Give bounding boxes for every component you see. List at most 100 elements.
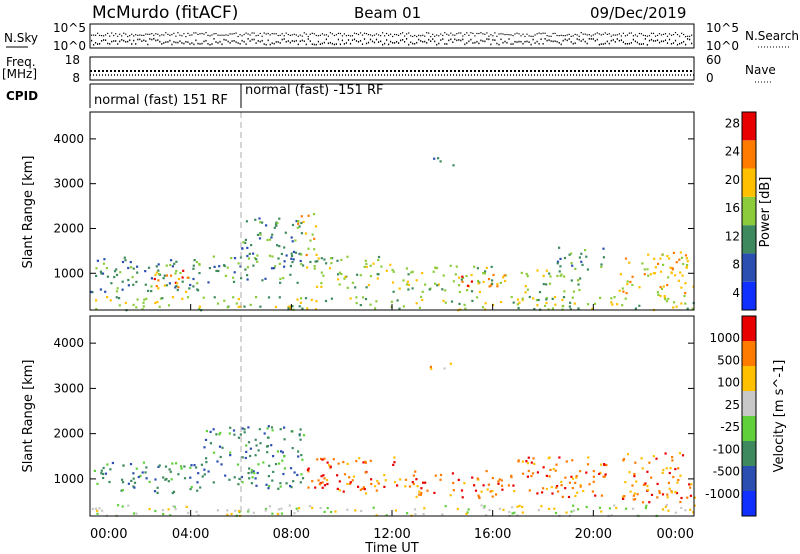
- heatmap-cell: [157, 269, 160, 272]
- heatmap-cell: [278, 217, 281, 220]
- heatmap-cell: [398, 307, 401, 310]
- heatmap-cell: [476, 267, 479, 270]
- heatmap-cell: [185, 505, 188, 508]
- noise-sample: [141, 40, 143, 42]
- heatmap-cell: [516, 505, 519, 508]
- heatmap-cell: [650, 476, 653, 479]
- heatmap-cell: [212, 481, 215, 484]
- noise-sample: [382, 32, 384, 34]
- heatmap-cell: [95, 267, 98, 270]
- x-tick-label: 04:00: [172, 527, 209, 542]
- heatmap-cell: [454, 273, 457, 276]
- heatmap-cell: [476, 477, 479, 480]
- heatmap-cell: [279, 482, 282, 485]
- heatmap-cell: [96, 259, 99, 262]
- heatmap-cell: [351, 479, 354, 482]
- heatmap-cell: [626, 283, 629, 286]
- heatmap-cell: [320, 457, 323, 460]
- heatmap-cell: [550, 486, 553, 489]
- noise-sample: [498, 43, 500, 46]
- noise-sample: [438, 35, 440, 37]
- noise-sample: [608, 33, 610, 35]
- heatmap-cell: [102, 262, 105, 265]
- heatmap-cell: [521, 297, 524, 300]
- noise-sample: [526, 40, 528, 43]
- heatmap-cell: [175, 260, 178, 263]
- heatmap-cell: [686, 307, 689, 310]
- heatmap-cell: [551, 297, 554, 300]
- heatmap-cell: [584, 249, 587, 252]
- heatmap-cell: [656, 496, 659, 499]
- heatmap-cell: [602, 256, 605, 259]
- heatmap-cell: [559, 274, 562, 277]
- noise-sample: [175, 41, 177, 44]
- heatmap-cell: [150, 277, 153, 280]
- noise-sample: [646, 44, 648, 46]
- heatmap-cell: [323, 477, 326, 480]
- heatmap-cell: [313, 248, 316, 251]
- heatmap-cell: [285, 254, 288, 257]
- noise-sample: [235, 32, 237, 34]
- heatmap-cell: [196, 282, 199, 285]
- heatmap-cell: [563, 256, 567, 260]
- heatmap-cell: [570, 252, 573, 255]
- noise-sample: [339, 43, 341, 46]
- noise-sample: [323, 34, 325, 36]
- heatmap-cell: [666, 496, 669, 499]
- heatmap-cell: [624, 257, 628, 260]
- heatmap-cell: [143, 298, 146, 301]
- heatmap-cell: [623, 495, 626, 498]
- heatmap-cell: [531, 472, 535, 475]
- noise-sample: [211, 34, 213, 36]
- noise-sample: [257, 40, 259, 42]
- heatmap-cell: [154, 509, 157, 513]
- heatmap-cell: [569, 308, 572, 311]
- heatmap-cell: [541, 491, 544, 494]
- heatmap-cell: [576, 279, 580, 282]
- heatmap-cell: [285, 482, 288, 485]
- noise-sample: [233, 33, 235, 35]
- heatmap-cell: [461, 275, 464, 278]
- noise-sample: [594, 33, 596, 35]
- heatmap-cell: [317, 479, 320, 482]
- noise-sample: [676, 43, 679, 46]
- noise-sample: [504, 34, 506, 36]
- heatmap-cell: [359, 488, 362, 491]
- heatmap-cell: [444, 505, 447, 508]
- noise-sample: [398, 42, 400, 44]
- heatmap-cell: [219, 455, 222, 459]
- heatmap-cell: [212, 451, 216, 454]
- noise-sample: [442, 38, 444, 40]
- heatmap-cell: [226, 266, 229, 269]
- heatmap-cell: [332, 458, 335, 461]
- noise-sample: [492, 39, 494, 41]
- heatmap-cell: [205, 457, 208, 460]
- heatmap-cell: [246, 266, 249, 269]
- heatmap-cell: [579, 470, 582, 473]
- heatmap-cell: [229, 454, 232, 457]
- heatmap-cell: [568, 481, 571, 484]
- heatmap-cell: [135, 467, 138, 470]
- heatmap-cell: [545, 301, 548, 305]
- heatmap-cell: [470, 273, 473, 277]
- heatmap-cell: [690, 483, 693, 486]
- heatmap-cell: [321, 458, 324, 461]
- heatmap-cell: [407, 283, 411, 286]
- noise-sample: [604, 42, 606, 45]
- heatmap-cell: [198, 305, 201, 308]
- noise-sample: [478, 42, 480, 45]
- heatmap-cell: [116, 287, 119, 290]
- heatmap-cell: [256, 260, 259, 263]
- heatmap-cell: [290, 236, 293, 239]
- heatmap-cell: [407, 288, 410, 291]
- heatmap-cell: [554, 511, 558, 515]
- heatmap-cell: [233, 433, 236, 436]
- noise-sample: [335, 43, 337, 45]
- noise-sample: [628, 42, 630, 45]
- heatmap-cell: [253, 257, 256, 260]
- noise-sample: [628, 32, 630, 34]
- heatmap-cell: [551, 492, 554, 495]
- heatmap-cell: [254, 454, 257, 457]
- colorbar-tick-label: 4: [732, 286, 740, 300]
